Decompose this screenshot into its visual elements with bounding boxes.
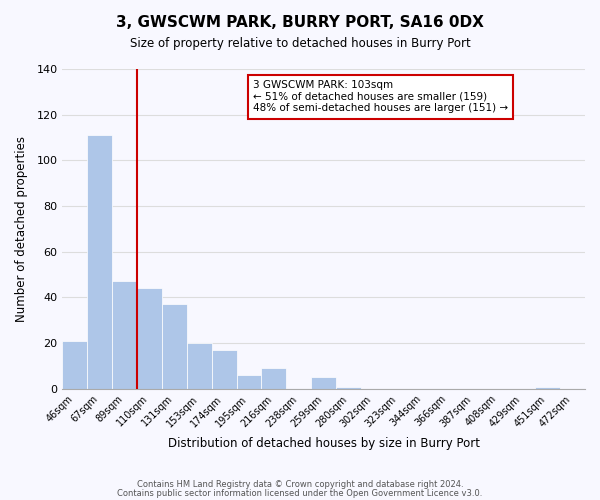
- Text: Size of property relative to detached houses in Burry Port: Size of property relative to detached ho…: [130, 38, 470, 51]
- Bar: [162, 304, 187, 389]
- Bar: [112, 282, 137, 389]
- X-axis label: Distribution of detached houses by size in Burry Port: Distribution of detached houses by size …: [167, 437, 479, 450]
- Bar: [212, 350, 236, 389]
- Text: Contains public sector information licensed under the Open Government Licence v3: Contains public sector information licen…: [118, 488, 482, 498]
- Text: 3, GWSCWM PARK, BURRY PORT, SA16 0DX: 3, GWSCWM PARK, BURRY PORT, SA16 0DX: [116, 15, 484, 30]
- Bar: [535, 386, 560, 389]
- Bar: [236, 375, 262, 389]
- Text: 3 GWSCWM PARK: 103sqm
← 51% of detached houses are smaller (159)
48% of semi-det: 3 GWSCWM PARK: 103sqm ← 51% of detached …: [253, 80, 508, 114]
- Bar: [87, 136, 112, 389]
- Bar: [336, 386, 361, 389]
- Y-axis label: Number of detached properties: Number of detached properties: [15, 136, 28, 322]
- Bar: [311, 378, 336, 389]
- Text: Contains HM Land Registry data © Crown copyright and database right 2024.: Contains HM Land Registry data © Crown c…: [137, 480, 463, 489]
- Bar: [62, 341, 87, 389]
- Bar: [137, 288, 162, 389]
- Bar: [262, 368, 286, 389]
- Bar: [187, 343, 212, 389]
